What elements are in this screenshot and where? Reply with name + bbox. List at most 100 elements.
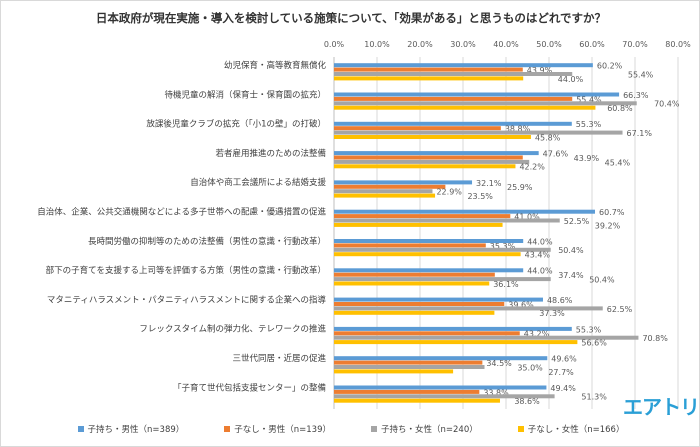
data-label: 66.3% [623,91,649,100]
legend-label: 子持ち・女性（n=240） [381,425,478,435]
bar [334,394,555,399]
bar [334,306,603,311]
data-label: 47.6% [543,150,569,159]
tick-label: 0.0% [324,40,345,49]
data-label: 43.4% [525,251,551,260]
data-label: 50.4% [558,246,584,255]
bar [334,135,531,139]
data-label: 50.4% [589,276,615,285]
bar [334,67,523,72]
legend-label: 子なし・女性（n=166） [527,425,625,435]
bar [334,369,454,374]
data-label: 70.4% [654,100,680,109]
tick-label: 20.0% [407,40,433,49]
bar [334,130,623,135]
bar [334,184,446,189]
tick-label: 40.0% [493,40,519,49]
bar [334,105,596,110]
category-label: 部下の子育てを支援する上司等を評価する方策（男性の意識・行動改革） [46,265,326,276]
data-label: 27.7% [548,368,574,377]
bar [334,277,551,282]
data-label: 35.3% [490,242,516,251]
bar [334,126,501,131]
category-label: 幼児保育・高等教育無償化 [224,60,327,71]
tick-label: 30.0% [450,40,476,49]
data-label: 60.8% [607,104,633,113]
data-label: 25.9% [507,183,533,192]
data-label: 62.5% [607,305,633,314]
data-label: 22.9% [436,188,462,197]
legend-label: 子なし・男性（n=139） [234,425,331,435]
bar [334,155,523,160]
legend-item: 子持ち・女性（n=240） [371,423,478,435]
data-label: 55.4% [628,70,654,79]
bar [334,389,480,394]
data-label: 35.0% [517,363,543,372]
bar [334,72,573,76]
bar [334,385,547,390]
bar [334,335,639,340]
data-label: 43.2% [524,330,550,339]
data-label: 42.2% [519,163,545,172]
bar [334,63,593,68]
bar [334,239,524,243]
bar [334,331,520,336]
data-label: 43.9% [527,66,553,75]
bar [334,340,578,345]
data-label: 55.3% [576,325,602,334]
data-label: 67.1% [627,129,653,138]
bar [334,96,573,101]
category-label: 「子育て世代包括支援センター」の整備 [173,382,327,393]
legend-label: 子持ち・男性（n=389） [87,425,185,435]
data-label: 49.4% [550,384,576,393]
bar [334,151,539,156]
data-label: 52.5% [564,217,590,226]
data-label: 55.4% [576,95,602,104]
data-label: 39.6% [508,300,534,309]
bar [334,159,530,164]
bar [334,297,543,302]
data-label: 36.1% [493,280,519,289]
bar [334,365,485,369]
chart-title: 日本政府が現在実施・導入を検討している施策について、「効果がある」と思うものはど… [95,11,607,25]
legend-swatch [77,426,84,432]
bar [334,214,511,219]
data-label: 60.7% [599,208,625,217]
bar [334,281,490,286]
category-label: 自治体、企業、公共交通機関などによる多子世帯への配慮・優遇措置の促進 [37,207,326,218]
category-label: フレックスタイム制の弾力化、テレワークの推進 [139,324,326,335]
legend-item: 子持ち・男性（n=389） [77,423,185,435]
tick-label: 70.0% [622,40,648,49]
data-label: 48.6% [547,296,573,305]
legend-swatch [371,426,377,432]
legend: 子持ち・男性（n=389） 子なし・男性（n=139） 子持ち・女性（n=240） 子… [1,423,699,435]
bar [334,180,473,185]
legend-swatch [517,426,524,432]
legend-swatch [224,426,231,432]
bar [334,302,505,306]
bar [334,360,483,365]
bar [334,243,486,248]
data-label: 45.8% [535,133,561,142]
category-label: 待機児童の解消（保育士・保育園の拡充） [164,89,326,100]
data-label: 56.6% [581,339,607,348]
data-label: 39.2% [595,221,621,230]
bar [334,326,572,331]
data-label: 37.4% [558,271,584,280]
category-label: 自治体や商工会議所による結婚支援 [190,177,326,188]
data-label: 70.8% [642,334,668,343]
data-label: 43.9% [574,154,600,163]
data-label: 33.8% [483,388,509,397]
data-label: 32.1% [476,179,502,188]
tick-label: 10.0% [364,40,390,49]
category-label: 若者雇用推進のための法整備 [215,148,326,159]
legend-item: 子なし・女性（n=166） [517,423,625,435]
bar [334,218,560,223]
bar [334,310,495,315]
data-label: 34.5% [486,359,512,368]
category-label: マタニティハラスメント・パタニティハラスメントに関する企業への指導 [47,294,327,305]
data-label: 38.6% [514,397,540,406]
bar [334,247,551,252]
legend-item: 子なし・男性（n=139） [224,423,331,435]
